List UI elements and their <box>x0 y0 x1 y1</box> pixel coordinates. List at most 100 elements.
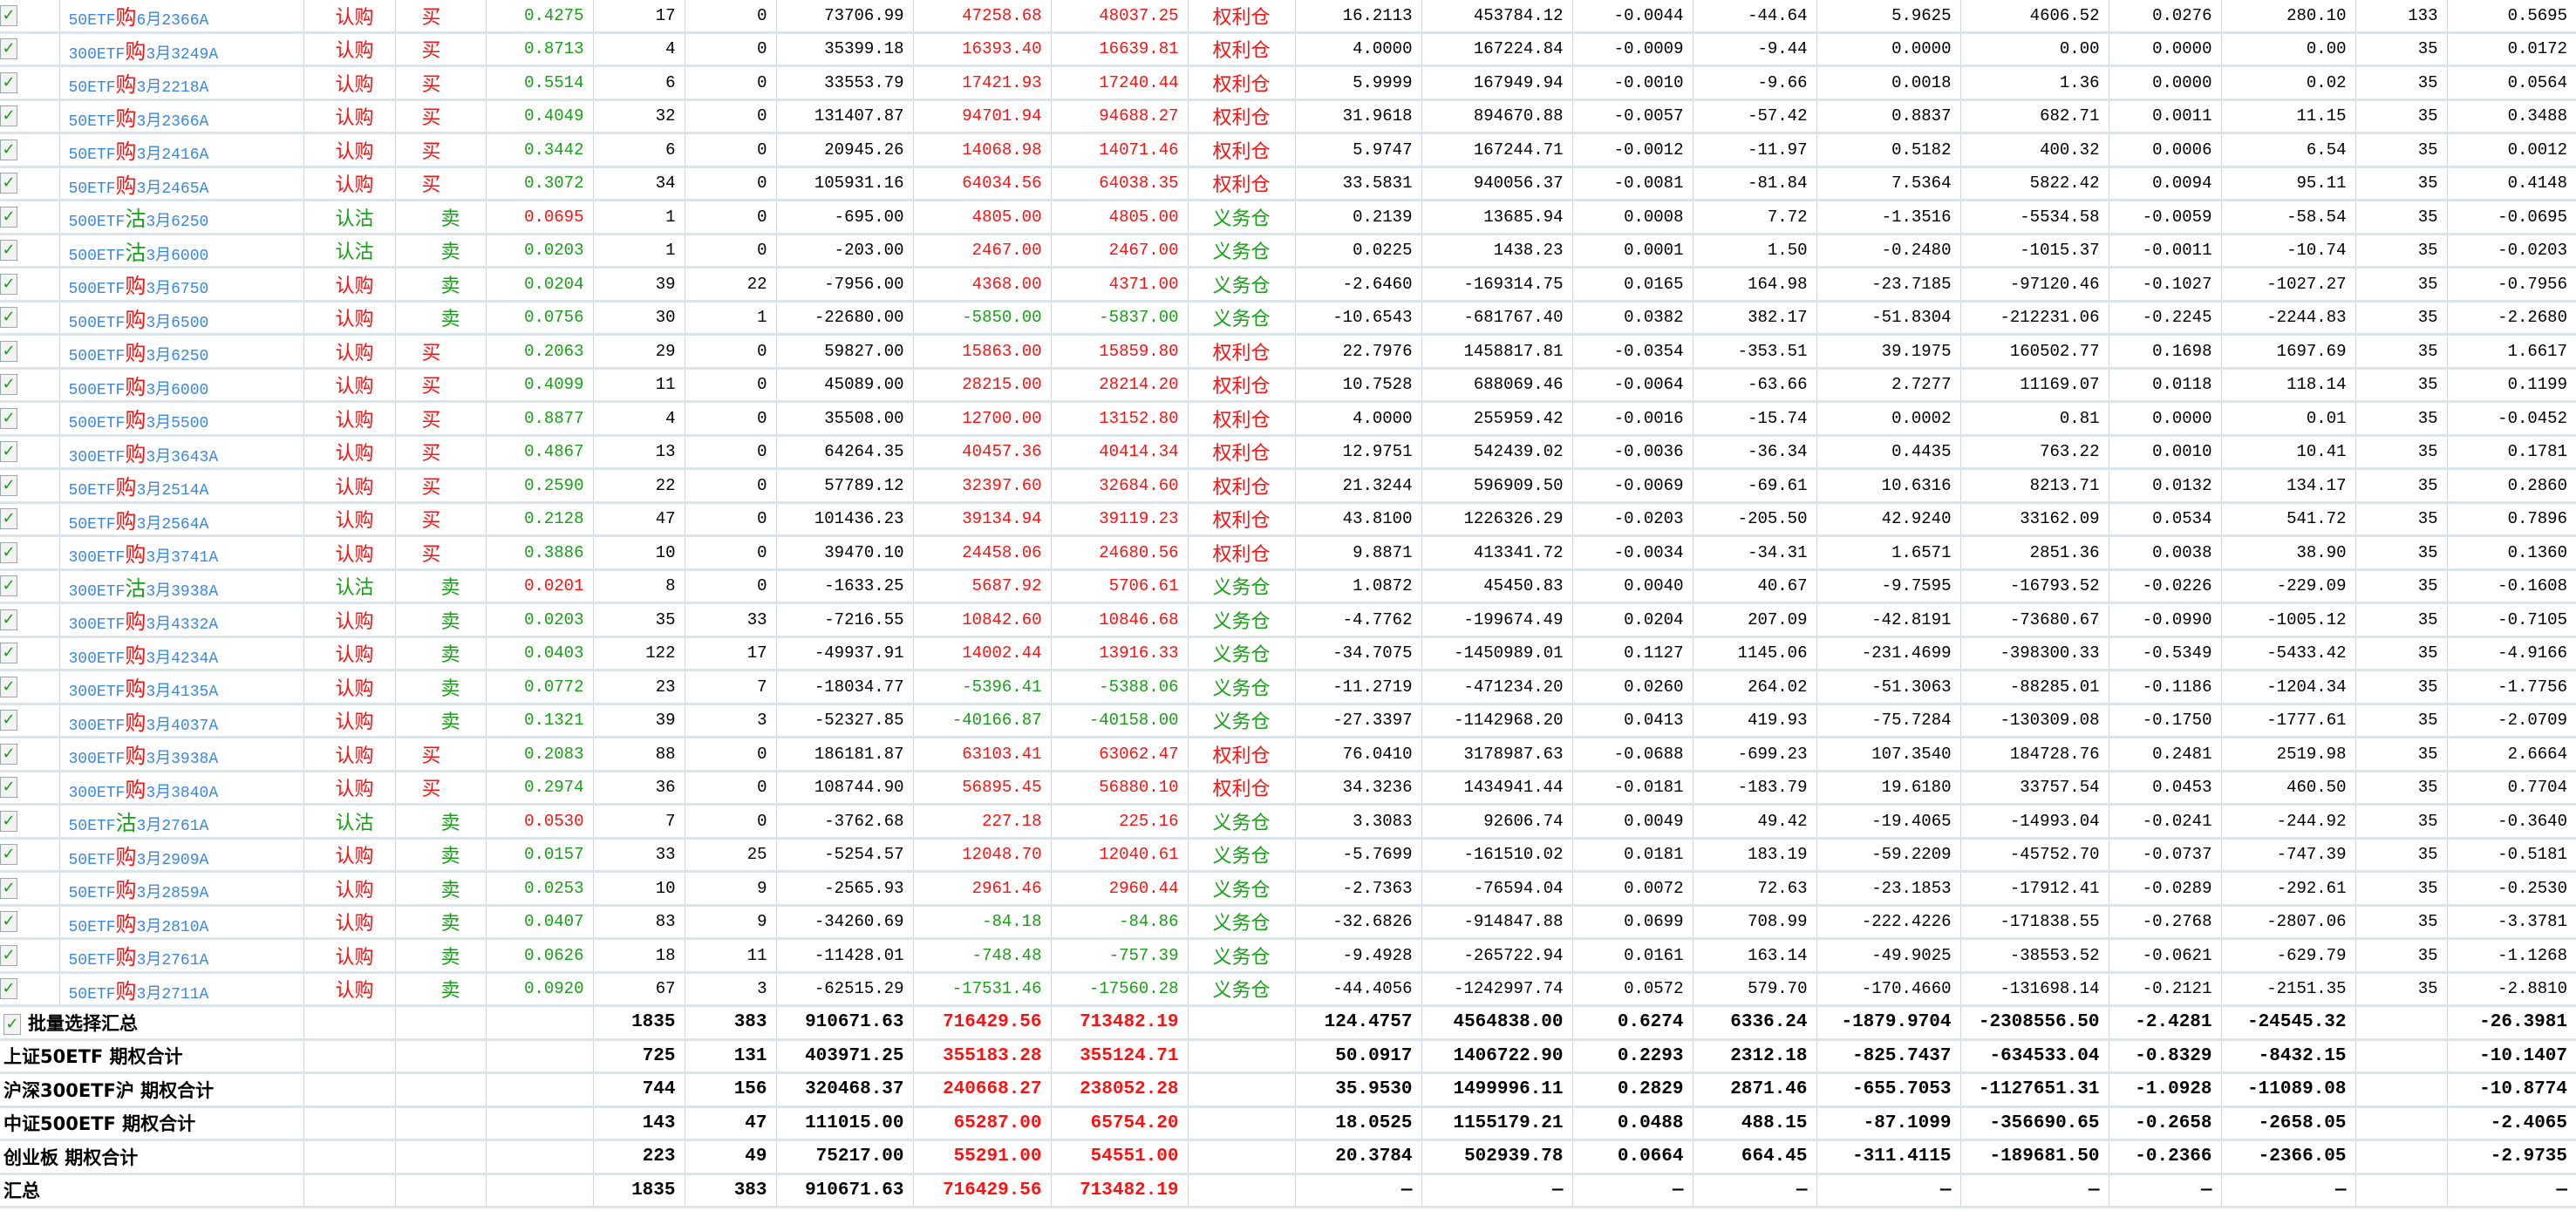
table-row[interactable]: ✓ 50ETF购3月2218A 认购买 0.5514 6 0 33553.79 17421.9… <box>0 65 2576 101</box>
table-row[interactable]: ✓ 50ETF购3月2514A 认购买 0.2590 22 0 57789.12 32397.… <box>0 468 2576 504</box>
checkbox-checked-icon[interactable]: ✓ <box>0 441 17 463</box>
checkbox-checked-icon[interactable]: ✓ <box>0 676 17 697</box>
checkbox-checked-icon[interactable]: ✓ <box>0 71 17 93</box>
checkbox-cell[interactable]: ✓ <box>0 804 59 840</box>
option-name-cell[interactable]: 300ETF购3月3643A <box>58 435 303 470</box>
table-row[interactable]: ✓ 300ETF购3月3741A 认购买 0.3886 10 0 39470.10 24458… <box>0 535 2576 571</box>
checkbox-cell[interactable]: ✓ <box>0 401 59 437</box>
checkbox-checked-icon[interactable]: ✓ <box>0 374 17 396</box>
option-name-cell[interactable]: 50ETF购3月2859A <box>58 871 303 907</box>
checkbox-cell[interactable]: ✓ <box>0 334 59 370</box>
checkbox-checked-icon[interactable]: ✓ <box>0 978 17 1000</box>
option-name-cell[interactable]: 300ETF购3月3938A <box>58 737 303 772</box>
table-row[interactable]: ✓ 300ETF购3月4332A 认购卖 0.0203 35 33 -7216.55 1084… <box>0 602 2576 638</box>
checkbox-cell[interactable]: ✓ <box>0 502 59 537</box>
checkbox-checked-icon[interactable]: ✓ <box>0 4 17 26</box>
option-name-cell[interactable]: 300ETF购3月3840A <box>58 771 303 806</box>
option-name-cell[interactable]: 50ETF购3月2465A <box>58 167 303 201</box>
checkbox-checked-icon[interactable]: ✓ <box>0 777 17 799</box>
option-name-cell[interactable]: 50ETF购3月2218A <box>58 65 303 101</box>
checkbox-checked-icon[interactable]: ✓ <box>0 810 17 832</box>
table-row[interactable]: ✓ 50ETF购3月2859A 认购卖 0.0253 10 9 -2565.93 2961.4… <box>0 871 2576 907</box>
option-name-cell[interactable]: 50ETF购3月2711A <box>58 972 303 1007</box>
option-name-cell[interactable]: 50ETF购3月2564A <box>58 502 303 537</box>
table-row[interactable]: ✓ 300ETF购3月4135A 认购卖 0.0772 23 7 -18034.77 -539… <box>0 670 2576 705</box>
checkbox-cell[interactable]: ✓ <box>0 535 59 571</box>
checkbox-checked-icon[interactable]: ✓ <box>0 273 17 295</box>
checkbox-cell[interactable]: ✓ <box>0 670 59 705</box>
checkbox-checked-icon[interactable]: ✓ <box>0 407 17 429</box>
option-name-cell[interactable]: 50ETF购3月2810A <box>58 905 303 940</box>
table-row[interactable]: ✓ 300ETF购3月4234A 认购卖 0.0403 122 17 -49937.91 14… <box>0 636 2576 671</box>
checkbox-checked-icon[interactable]: ✓ <box>0 508 17 530</box>
checkbox-cell[interactable]: ✓ <box>0 301 59 336</box>
option-name-cell[interactable]: 500ETF购3月5500 <box>58 401 303 437</box>
table-row[interactable]: ✓ 50ETF购3月2366A 认购买 0.4049 32 0 131407.87 94701… <box>0 99 2576 134</box>
checkbox-cell[interactable]: ✓ <box>0 938 59 974</box>
table-row[interactable]: ✓ 50ETF购3月2711A 认购卖 0.0920 67 3 -62515.29 -1753… <box>0 972 2576 1007</box>
checkbox-checked-icon[interactable]: ✓ <box>0 474 17 496</box>
table-row[interactable]: ✓ 50ETF购6月2366A 认购买 0.4275 17 0 73706.99 47258.… <box>0 0 2576 34</box>
option-name-cell[interactable]: 50ETF购3月2514A <box>58 468 303 504</box>
checkbox-cell[interactable]: ✓ <box>0 972 59 1007</box>
table-row[interactable]: ✓ 300ETF购3月4037A 认购卖 0.1321 39 3 -52327.85 -401… <box>0 704 2576 738</box>
table-row[interactable]: ✓ 500ETF购3月6250 认购买 0.2063 29 0 59827.00 15863.… <box>0 334 2576 370</box>
checkbox-cell[interactable]: ✓ <box>0 838 59 873</box>
checkbox-cell[interactable]: ✓ <box>0 737 59 772</box>
option-name-cell[interactable]: 300ETF购3月3249A <box>58 32 303 67</box>
checkbox-cell[interactable]: ✓ <box>0 65 59 101</box>
option-name-cell[interactable]: 500ETF购3月6250 <box>58 334 303 370</box>
checkbox-cell[interactable]: ✓ <box>0 704 59 738</box>
option-name-cell[interactable]: 500ETF购3月6750 <box>58 267 303 303</box>
table-row[interactable]: ✓ 500ETF购3月5500 认购买 0.8877 4 0 35508.00 12700.0… <box>0 401 2576 437</box>
checkbox-checked-icon[interactable]: ✓ <box>0 743 17 765</box>
checkbox-checked-icon[interactable]: ✓ <box>0 139 17 160</box>
table-row[interactable]: ✓ 50ETF购3月2465A 认购买 0.3072 34 0 105931.16 64034… <box>0 167 2576 201</box>
checkbox-cell[interactable]: ✓ <box>0 435 59 470</box>
table-row[interactable]: ✓ 50ETF沽3月2761A 认沽卖 0.0530 7 0 -3762.68 227.18 2… <box>0 804 2576 840</box>
option-name-cell[interactable]: 500ETF沽3月6250 <box>58 200 303 235</box>
checkbox-cell[interactable]: ✓ <box>0 133 59 168</box>
option-name-cell[interactable]: 50ETF购3月2366A <box>58 99 303 134</box>
checkbox-cell[interactable]: ✓ <box>0 32 59 67</box>
option-name-cell[interactable]: 50ETF沽3月2761A <box>58 804 303 840</box>
table-row[interactable]: ✓ 50ETF购3月2909A 认购卖 0.0157 33 25 -5254.57 12048… <box>0 838 2576 873</box>
checkbox-checked-icon[interactable]: ✓ <box>0 575 17 597</box>
table-row[interactable]: ✓ 500ETF购3月6750 认购卖 0.0204 39 22 -7956.00 4368.… <box>0 267 2576 303</box>
checkbox-checked-icon[interactable]: ✓ <box>0 643 17 664</box>
checkbox-checked-icon[interactable]: ✓ <box>3 1013 21 1035</box>
table-row[interactable]: ✓ 500ETF沽3月6250 认沽卖 0.0695 1 0 -695.00 4805.00 4… <box>0 200 2576 235</box>
checkbox-checked-icon[interactable]: ✓ <box>0 877 17 899</box>
checkbox-cell[interactable]: ✓ <box>0 771 59 806</box>
checkbox-checked-icon[interactable]: ✓ <box>0 911 17 933</box>
checkbox-cell[interactable]: ✓ <box>0 905 59 940</box>
checkbox-checked-icon[interactable]: ✓ <box>0 609 17 630</box>
table-row[interactable]: ✓ 500ETF购3月6000 认购买 0.4099 11 0 45089.00 28215.… <box>0 368 2576 403</box>
checkbox-cell[interactable]: ✓ <box>0 99 59 134</box>
option-name-cell[interactable]: 50ETF购6月2366A <box>58 0 303 34</box>
summary-label-cell[interactable]: ✓ 批量选择汇总 <box>0 1005 303 1041</box>
option-name-cell[interactable]: 300ETF购3月4037A <box>58 704 303 738</box>
option-name-cell[interactable]: 300ETF购3月4234A <box>58 636 303 671</box>
table-row[interactable]: ✓ 500ETF购3月6500 认购卖 0.0756 30 1 -22680.00 -5850… <box>0 301 2576 336</box>
checkbox-cell[interactable]: ✓ <box>0 167 59 201</box>
option-name-cell[interactable]: 300ETF购3月4135A <box>58 670 303 705</box>
checkbox-cell[interactable]: ✓ <box>0 871 59 907</box>
table-row[interactable]: ✓ 500ETF沽3月6000 认沽卖 0.0203 1 0 -203.00 2467.00 2… <box>0 234 2576 269</box>
table-row[interactable]: ✓ 50ETF购3月2761A 认购卖 0.0626 18 11 -11428.01 -748… <box>0 938 2576 974</box>
checkbox-checked-icon[interactable]: ✓ <box>0 340 17 362</box>
option-name-cell[interactable]: 500ETF购3月6500 <box>58 301 303 336</box>
table-row[interactable]: ✓ 300ETF购3月3643A 认购买 0.4867 13 0 64264.35 40457… <box>0 435 2576 470</box>
checkbox-checked-icon[interactable]: ✓ <box>0 105 17 127</box>
table-row[interactable]: ✓ 300ETF购3月3840A 认购买 0.2974 36 0 108744.90 5689… <box>0 771 2576 806</box>
checkbox-cell[interactable]: ✓ <box>0 468 59 504</box>
checkbox-checked-icon[interactable]: ✓ <box>0 541 17 563</box>
checkbox-cell[interactable]: ✓ <box>0 569 59 604</box>
option-name-cell[interactable]: 300ETF购3月3741A <box>58 535 303 571</box>
checkbox-checked-icon[interactable]: ✓ <box>0 710 17 731</box>
table-row[interactable]: ✓ 300ETF购3月3938A 认购买 0.2083 88 0 186181.87 6310… <box>0 737 2576 772</box>
option-name-cell[interactable]: 500ETF购3月6000 <box>58 368 303 403</box>
option-name-cell[interactable]: 50ETF购3月2761A <box>58 938 303 974</box>
checkbox-checked-icon[interactable]: ✓ <box>0 38 17 60</box>
option-name-cell[interactable]: 300ETF沽3月3938A <box>58 569 303 604</box>
